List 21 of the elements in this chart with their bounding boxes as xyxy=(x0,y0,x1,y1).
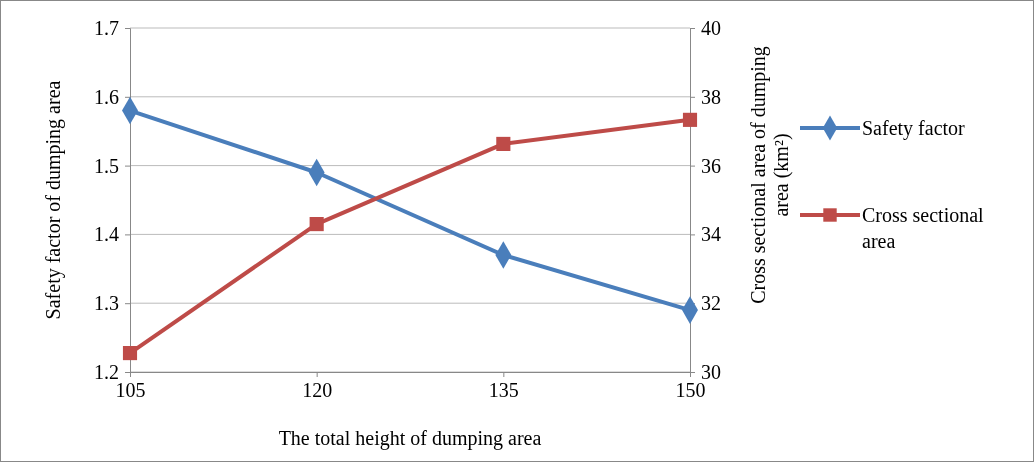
y-tick-label: 1.5 xyxy=(94,154,119,177)
x-tick-label: 120 xyxy=(302,379,333,402)
legend-label: Safety factor xyxy=(862,117,966,140)
y-axis-title: Safety factor of dumping area xyxy=(42,80,65,320)
y2-tick-label: 36 xyxy=(701,154,721,177)
point xyxy=(682,112,698,127)
y-tick-label: 1.4 xyxy=(94,223,119,246)
x-axis-title: The total height of dumping area xyxy=(278,427,542,450)
y2-tick-label: 40 xyxy=(701,16,721,39)
point xyxy=(309,217,324,232)
point xyxy=(122,346,138,361)
y2-axis-title: Cross sectional area of dumping area (km²) xyxy=(747,46,793,304)
x-tick-label: 135 xyxy=(488,379,519,402)
y-tick-label: 1.7 xyxy=(94,16,119,39)
y2-tick-label: 34 xyxy=(701,223,721,246)
y2-tick-label: 32 xyxy=(701,292,721,315)
point xyxy=(496,136,511,151)
legend-label: Cross sectional area xyxy=(862,204,985,252)
y2-tick-label: 38 xyxy=(701,85,721,108)
y-tick-label: 1.6 xyxy=(94,85,119,108)
y-tick-label: 1.3 xyxy=(94,292,119,315)
